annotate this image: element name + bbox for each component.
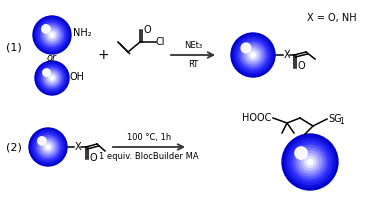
Circle shape — [38, 137, 46, 145]
Text: O: O — [89, 153, 97, 163]
Circle shape — [42, 141, 54, 153]
Circle shape — [282, 134, 338, 190]
Circle shape — [35, 134, 61, 160]
Circle shape — [248, 51, 257, 59]
Circle shape — [43, 25, 62, 45]
Circle shape — [49, 75, 55, 81]
Circle shape — [244, 46, 262, 64]
Text: X: X — [284, 50, 291, 60]
Text: NH₂: NH₂ — [73, 28, 92, 38]
Circle shape — [299, 151, 321, 173]
Text: NEt₃: NEt₃ — [184, 41, 202, 50]
Circle shape — [37, 20, 67, 50]
Circle shape — [39, 22, 65, 48]
Circle shape — [285, 137, 335, 187]
Circle shape — [240, 42, 266, 68]
Circle shape — [43, 69, 50, 76]
Circle shape — [42, 25, 50, 33]
Circle shape — [46, 29, 58, 41]
Circle shape — [33, 16, 71, 54]
Circle shape — [44, 70, 60, 87]
Circle shape — [41, 24, 64, 46]
Circle shape — [296, 148, 324, 176]
Circle shape — [42, 68, 62, 88]
Circle shape — [38, 64, 66, 92]
Circle shape — [35, 18, 69, 52]
Text: +: + — [97, 48, 109, 62]
Text: 1 equiv. BlocBuilder MA: 1 equiv. BlocBuilder MA — [99, 152, 199, 161]
Circle shape — [37, 63, 67, 93]
Text: O: O — [297, 61, 305, 71]
Circle shape — [46, 145, 50, 149]
Text: O: O — [143, 25, 151, 35]
Circle shape — [44, 143, 52, 151]
Circle shape — [242, 44, 264, 66]
Circle shape — [45, 71, 59, 85]
Text: Cl: Cl — [156, 37, 165, 47]
Text: OH: OH — [70, 72, 85, 82]
Circle shape — [246, 48, 260, 62]
Circle shape — [35, 61, 69, 95]
Circle shape — [50, 76, 54, 80]
Circle shape — [305, 156, 316, 168]
Circle shape — [31, 130, 65, 164]
Circle shape — [50, 33, 54, 37]
Circle shape — [44, 27, 60, 43]
Text: 1: 1 — [339, 117, 344, 126]
Text: X: X — [75, 142, 82, 152]
Circle shape — [48, 31, 56, 39]
Circle shape — [236, 37, 271, 73]
Circle shape — [287, 140, 332, 184]
Text: X = O, NH: X = O, NH — [307, 13, 356, 23]
Text: (1): (1) — [6, 42, 22, 52]
Circle shape — [307, 159, 313, 165]
Circle shape — [231, 33, 275, 77]
Circle shape — [41, 139, 56, 155]
Circle shape — [291, 142, 330, 182]
Text: (2): (2) — [6, 142, 22, 152]
Circle shape — [238, 40, 268, 70]
Circle shape — [251, 53, 255, 57]
Text: SG: SG — [328, 114, 342, 124]
Circle shape — [293, 145, 327, 179]
Circle shape — [39, 138, 57, 156]
Text: RT: RT — [188, 60, 198, 69]
Text: 100 °C, 1h: 100 °C, 1h — [127, 133, 171, 142]
Circle shape — [47, 73, 57, 83]
Circle shape — [241, 43, 251, 53]
Circle shape — [37, 136, 59, 158]
Circle shape — [295, 147, 307, 159]
Circle shape — [40, 66, 64, 90]
Circle shape — [33, 132, 63, 162]
Text: or: or — [47, 53, 57, 63]
Circle shape — [233, 35, 273, 75]
Circle shape — [301, 154, 318, 170]
Text: HOOC: HOOC — [242, 113, 271, 123]
Circle shape — [29, 128, 67, 166]
